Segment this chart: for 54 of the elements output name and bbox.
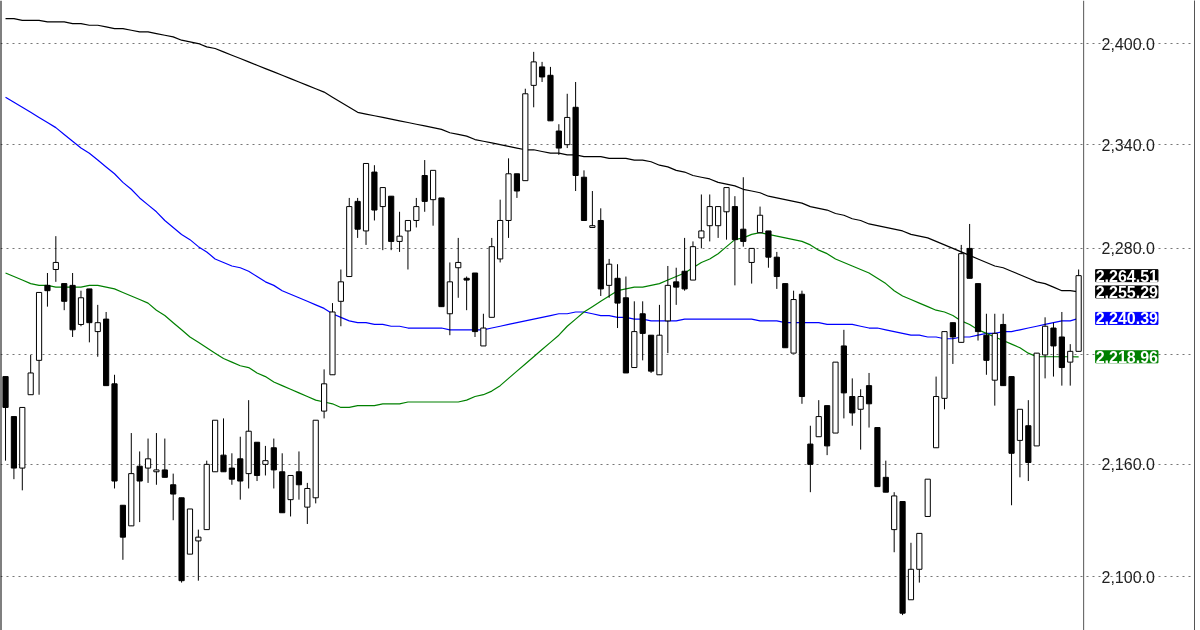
candlestick <box>589 190 596 228</box>
candlestick <box>52 235 59 283</box>
candlestick <box>396 211 403 253</box>
candlestick <box>455 237 462 299</box>
candlestick <box>815 399 822 438</box>
candlestick <box>756 206 764 234</box>
y-tick-label: 2,280.0 <box>1101 240 1155 258</box>
candlestick <box>748 247 755 285</box>
candlestick <box>337 268 344 327</box>
candlestick <box>706 193 713 242</box>
candlestick <box>698 193 705 249</box>
candlestick <box>94 304 101 358</box>
candlestick <box>463 276 470 311</box>
candlestick <box>480 313 487 347</box>
candlestick <box>865 372 873 429</box>
candlestick <box>170 473 177 521</box>
candlestick <box>195 529 202 582</box>
candlestick <box>161 438 168 478</box>
candlestick <box>61 283 68 311</box>
candlestick <box>773 251 780 290</box>
candlestick <box>681 237 688 292</box>
candlestick <box>379 187 386 251</box>
candlestick <box>740 176 747 248</box>
candlestick <box>413 197 420 228</box>
data-label: 2,255.29 <box>1095 283 1159 301</box>
candlestick <box>1067 343 1074 387</box>
candlestick <box>555 123 562 156</box>
candlestick <box>1050 322 1057 378</box>
candlestick <box>538 61 546 83</box>
candlestick <box>220 417 227 473</box>
candlestick <box>807 425 814 493</box>
y-tick-label: 2,160.0 <box>1101 456 1155 474</box>
y-tick-label: 2,400.0 <box>1101 35 1155 53</box>
candlestick <box>673 267 680 306</box>
y-tick-label: 2,100.0 <box>1101 568 1155 586</box>
candlestick <box>44 272 51 308</box>
text: 2,264.51 <box>1095 267 1158 285</box>
candlestick <box>144 438 152 484</box>
candlestick <box>513 173 521 199</box>
candlestick <box>715 206 722 239</box>
y-tick-label: 2,340.0 <box>1101 136 1155 154</box>
candlestick <box>606 258 613 299</box>
candlestick <box>228 452 235 486</box>
candlestick <box>27 354 34 396</box>
data-label: 2,218.96 <box>1095 348 1159 366</box>
candlestick <box>949 322 956 365</box>
candlestick <box>295 450 303 501</box>
candlestick <box>404 219 412 270</box>
data-label: 2,240.39 <box>1095 310 1159 328</box>
candlestick <box>153 432 160 486</box>
candlestick <box>882 460 889 493</box>
candlestick <box>270 438 277 489</box>
candlestick <box>262 445 269 476</box>
candlestick <box>530 51 537 108</box>
